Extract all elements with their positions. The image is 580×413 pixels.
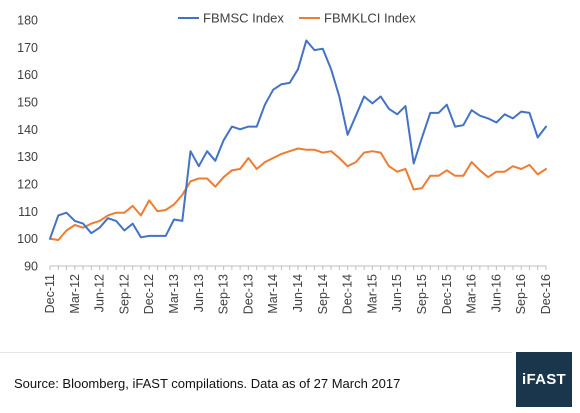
series-lines xyxy=(49,39,547,241)
x-tick-label: Jun-12 xyxy=(93,274,107,312)
x-tick-label: Sep-13 xyxy=(217,274,231,314)
chart-footer: Source: Bloomberg, iFAST compilations. D… xyxy=(0,352,580,413)
series-line-fbmklci-index xyxy=(49,147,547,241)
x-tick-label: Mar-13 xyxy=(167,274,181,314)
x-axis: Dec-11 Mar-12 Jun-12 Sep-12 Dec-12 Mar-13 Jun-… xyxy=(43,265,553,314)
x-tick-label: Dec-16 xyxy=(539,274,553,314)
ifast-logo: iFAST xyxy=(516,352,572,407)
x-tick-label: Sep-12 xyxy=(117,274,131,314)
x-tick-label: Mar-15 xyxy=(365,274,379,314)
footer-divider xyxy=(0,352,512,353)
y-tick-label: 100 xyxy=(17,232,38,246)
x-tick-label: Mar-14 xyxy=(266,274,280,314)
y-axis: 90 100 110 120 130 140 150 160 170 180 xyxy=(17,14,38,274)
y-tick-label: 90 xyxy=(24,260,38,274)
x-tick-label: Sep-14 xyxy=(316,274,330,314)
x-tick-label: Dec-12 xyxy=(142,274,156,314)
y-tick-label: 170 xyxy=(17,41,38,55)
y-tick-label: 130 xyxy=(17,150,38,164)
x-tick-label: Jun-13 xyxy=(192,274,206,312)
x-tick-label: Jun-14 xyxy=(291,274,305,312)
x-tick-label: Dec-13 xyxy=(241,274,255,314)
y-tick-label: 150 xyxy=(17,96,38,110)
x-tick-label: Mar-12 xyxy=(68,274,82,314)
series-line-fbmsc-index xyxy=(49,39,547,240)
x-tick-label: Sep-16 xyxy=(514,274,528,314)
source-note: Source: Bloomberg, iFAST compilations. D… xyxy=(14,376,401,391)
y-tick-label: 160 xyxy=(17,68,38,82)
x-tick-label: Sep-15 xyxy=(415,274,429,314)
x-tick-label: Jun-16 xyxy=(489,274,503,312)
x-tick-label: Jun-15 xyxy=(390,274,404,312)
x-tick-label: Dec-15 xyxy=(440,274,454,314)
y-tick-label: 110 xyxy=(18,205,38,219)
x-tick-label: Mar-16 xyxy=(465,274,479,314)
legend-label: FBMKLCI Index xyxy=(324,11,416,26)
x-tick-label: Dec-14 xyxy=(341,274,355,314)
y-tick-label: 120 xyxy=(17,178,38,192)
y-tick-label: 180 xyxy=(17,14,38,28)
legend: FBMSC Index FBMKLCI Index xyxy=(178,11,416,26)
y-tick-label: 140 xyxy=(17,123,38,137)
legend-label: FBMSC Index xyxy=(203,11,284,26)
x-tick-label: Dec-11 xyxy=(43,274,57,313)
